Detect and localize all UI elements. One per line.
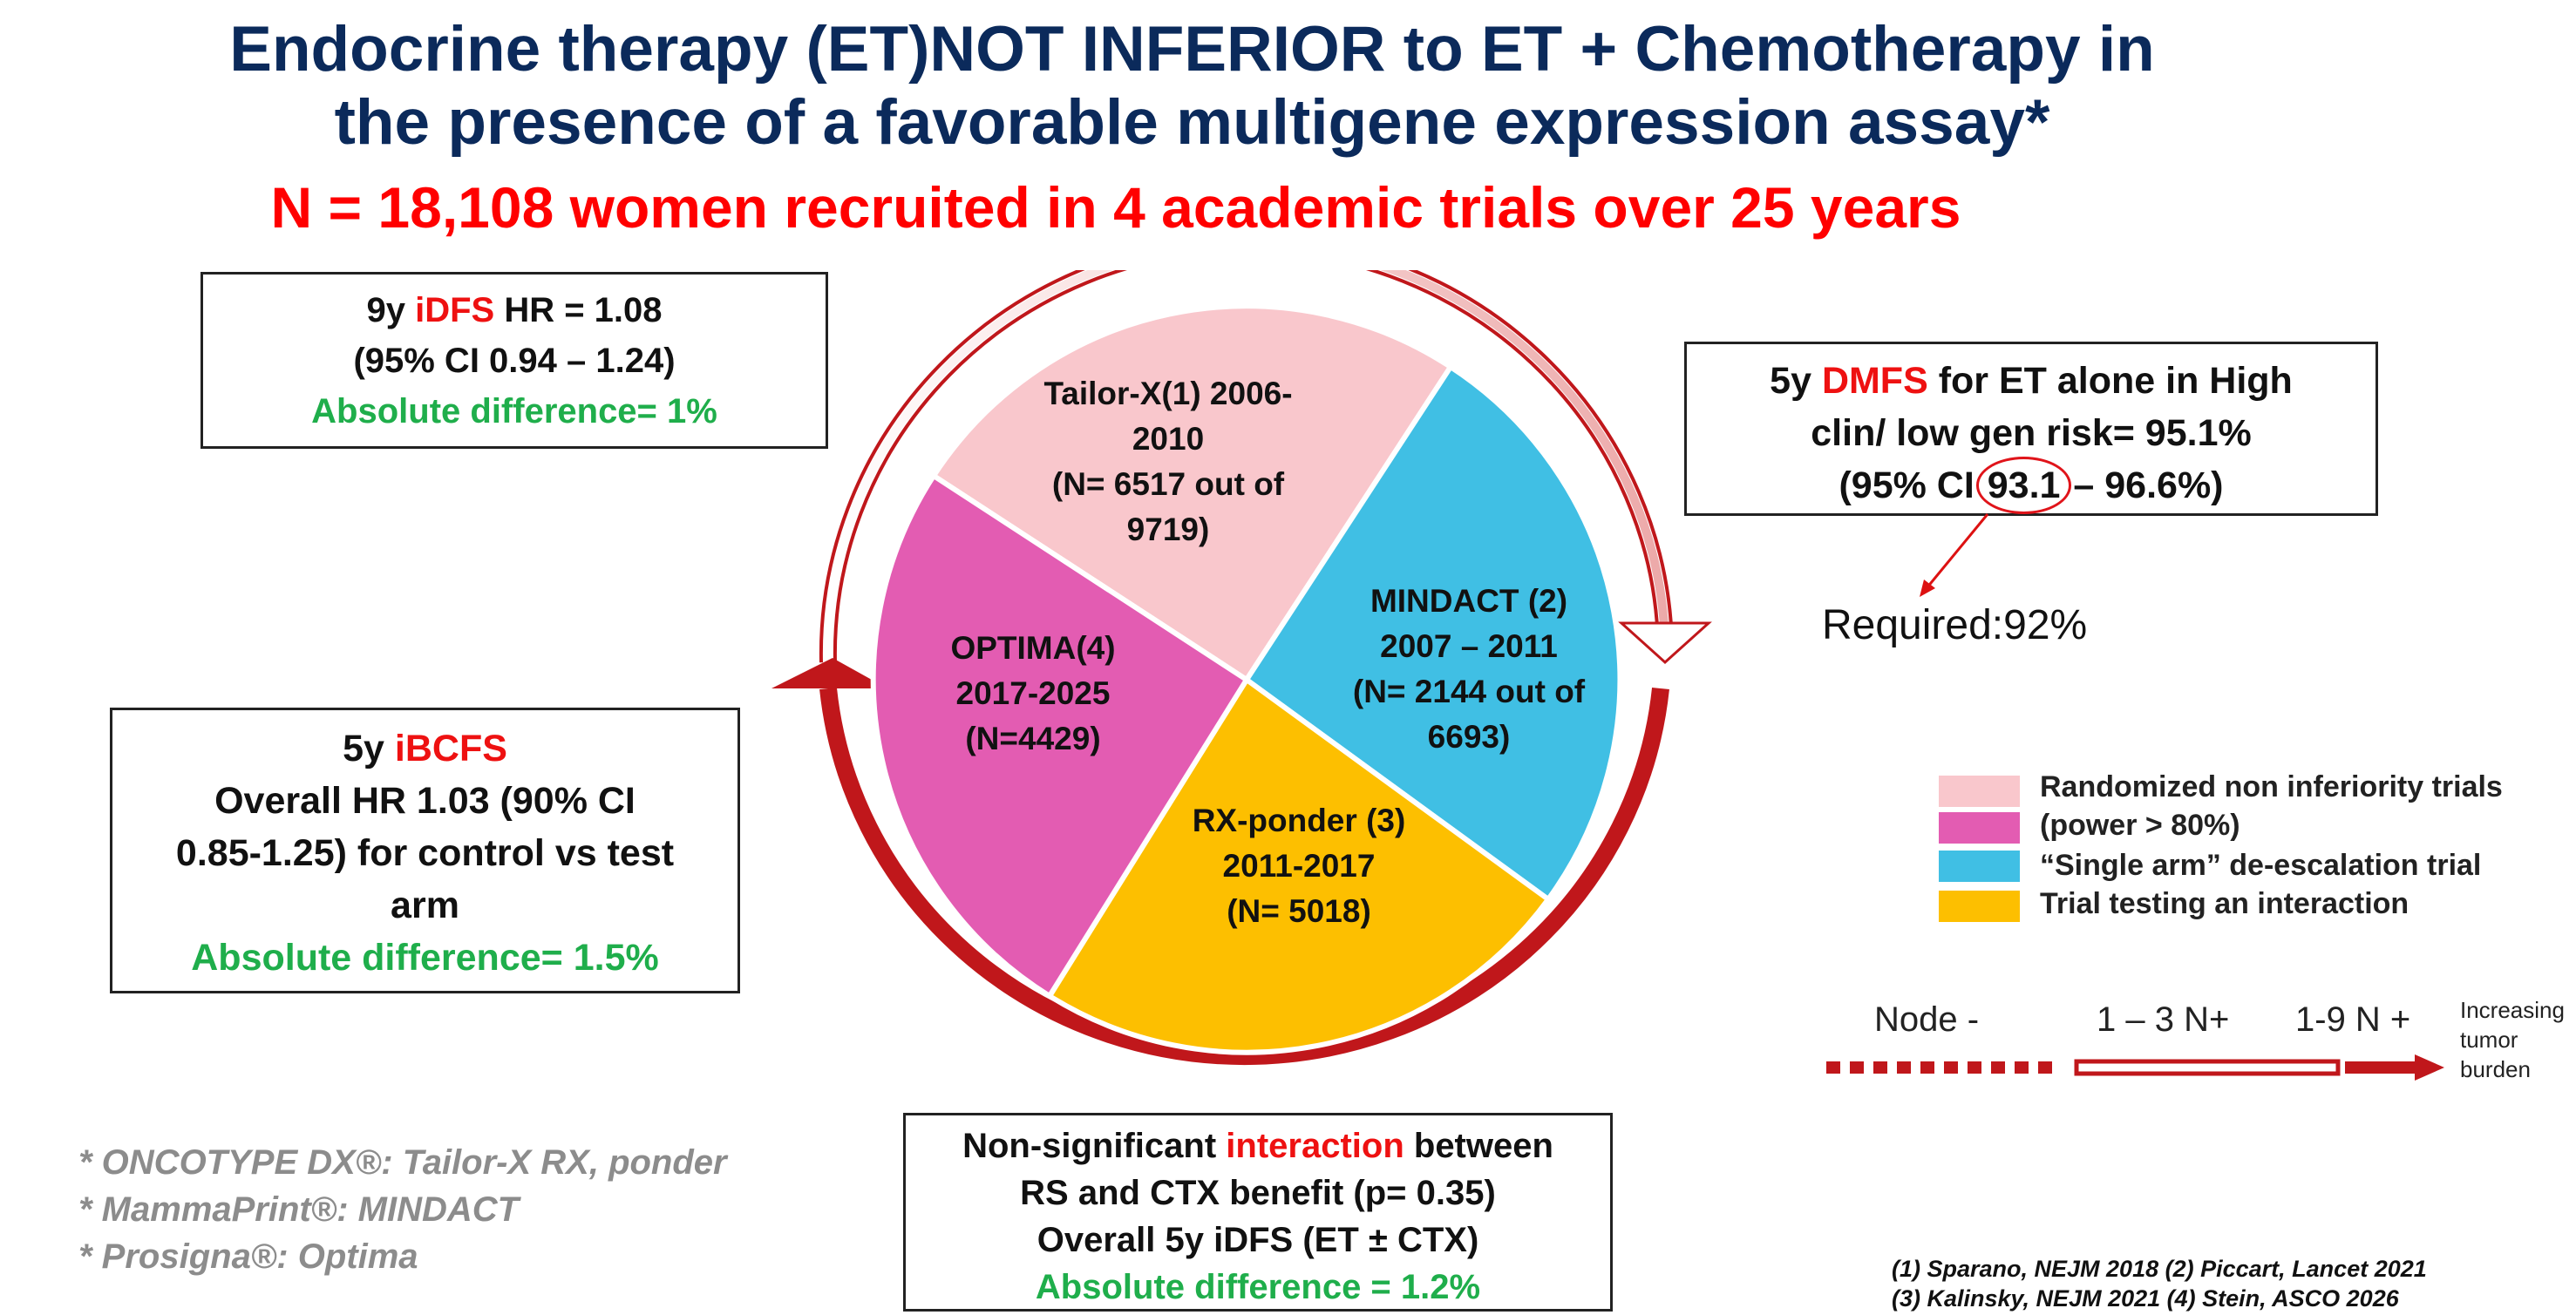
increasing-burden-label: Increasing tumor burden [2460,997,2565,1082]
pie-slice-mindact [1242,363,1623,904]
references-line-1: (1) Sparano, NEJM 2018 (2) Piccart, Lanc… [1892,1256,2427,1282]
pie-slice-rxponder [1045,675,1553,1055]
legend-swatch-blue [1939,851,2020,882]
legend-swatch-magenta [1939,812,2020,844]
ibcfs-result-box: 5y iBCFS Overall HR 1.03 (90% CI 0.85-1.… [110,708,740,993]
required-value: Required:92% [1822,602,2088,648]
title-line-2: the presence of a favorable multigene ex… [334,87,2050,158]
footnote-oncotype: * ONCOTYPE DX®: Tailor-X RX, ponder [78,1143,727,1182]
legend-swatch-pink [1939,776,2020,807]
pie-label-optima: OPTIMA(4) 2017-2025 (N=4429) [950,630,1116,756]
pie-label-tailorx: Tailor-X(1) 2006- 2010 (N= 6517 out of 9719… [1043,376,1293,547]
title-line-1: Endocrine therapy (ET)NOT INFERIOR to ET… [229,14,2155,85]
upper-arrow-head [1618,621,1712,665]
pie-label-mindact: MINDACT (2) 2007 – 2011 (N= 2144 out of 669… [1352,583,1586,755]
pie-label-rxponder: RX-ponder (3) 2011-2017 (N= 5018) [1192,803,1406,929]
node-1-9-label: 1-9 N + [2295,1000,2411,1039]
legend-item-power: (power > 80%) [2040,809,2240,842]
interaction-result-box: Non-significant interaction between RS a… [903,1113,1613,1312]
pointer-arrow [1920,513,1989,597]
circled-ci-value: 93.1 [1975,457,2072,514]
tumor-burden-arrow [1826,1054,2444,1081]
lower-arrow-head [771,658,887,688]
subtitle: N = 18,108 women recruited in 4 academic… [270,175,1961,240]
idfs-result-box: 9y iDFS HR = 1.08 (95% CI 0.94 – 1.24) A… [201,272,828,449]
legend-item-single-arm: “Single arm” de-escalation trial [2040,849,2482,882]
pie-slice-optima [870,471,1251,1000]
dmfs-result-box: 5y DMFS for ET alone in High clin/ low g… [1684,342,2378,516]
footnote-mammaprint: * MammaPrint®: MINDACT [78,1190,520,1229]
node-1-3-label: 1 – 3 N+ [2097,1000,2230,1039]
node-negative-label: Node - [1874,1000,1980,1039]
pie-slice-tailorx [929,303,1455,684]
trial-cycle-graphic [771,270,1712,1066]
legend-swatch-yellow [1939,891,2020,922]
legend-item-randomized: Randomized non inferiority trials [2040,770,2503,803]
lower-cycle-arrow [819,687,1669,1066]
footnote-prosigna: * Prosigna®: Optima [78,1237,418,1276]
legend-item-interaction: Trial testing an interaction [2040,887,2409,920]
references-line-2: (3) Kalinsky, NEJM 2021 (4) Stein, ASCO … [1892,1285,2399,1312]
